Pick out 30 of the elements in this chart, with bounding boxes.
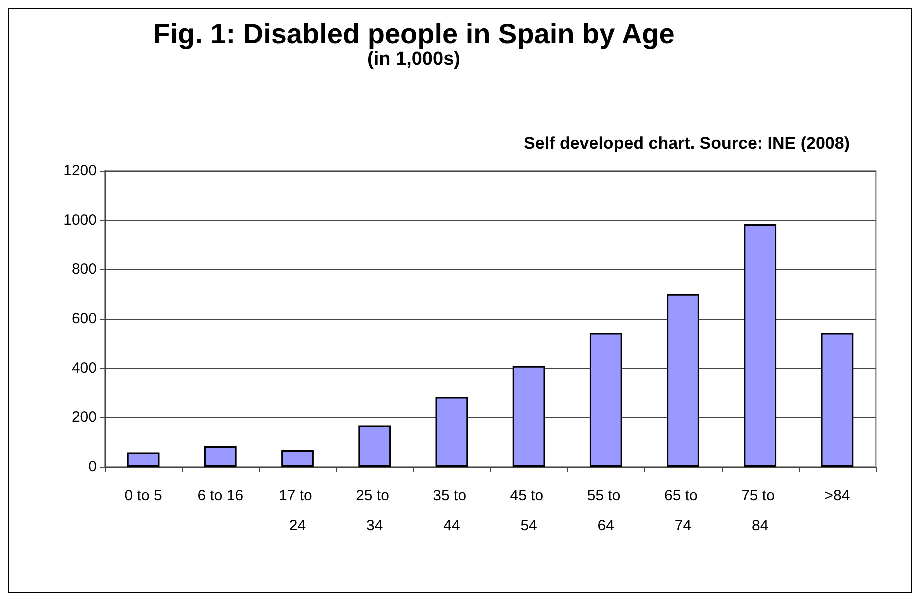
y-tick-label: 800	[72, 261, 97, 278]
x-tick-label: 75 to 84	[742, 488, 780, 534]
y-tick-label: 1000	[64, 212, 97, 229]
y-tick-label: 0	[88, 458, 97, 476]
bar	[512, 366, 546, 467]
bar	[744, 224, 777, 467]
chart-subtitle: (in 1,000s)	[368, 49, 460, 70]
x-tick-label: 45 to 54	[510, 488, 548, 534]
x-tick-label: 25 to 34	[356, 488, 394, 534]
bar	[358, 426, 392, 467]
bar	[667, 294, 700, 467]
y-tick-label: 400	[72, 360, 97, 377]
x-tick-label: 35 to 44	[433, 488, 471, 534]
bar	[436, 397, 468, 467]
y-tick-label: 600	[72, 310, 97, 328]
x-tick-label: 65 to 74	[664, 488, 702, 534]
bar	[127, 452, 160, 467]
text: Self developed chart. Source: INE (2008)	[524, 134, 850, 153]
y-tick-label: 200	[72, 409, 97, 426]
bar	[821, 333, 854, 467]
x-tick-label: >84	[824, 488, 850, 504]
x-tick-label: 0 to 5	[124, 488, 162, 504]
x-tick-label: 55 to 64	[587, 488, 625, 534]
bar	[282, 450, 314, 467]
bar	[204, 446, 237, 467]
bar	[590, 333, 622, 467]
y-tick-label: 1200	[64, 162, 97, 180]
chart-title: Fig. 1: Disabled people in Spain by Age	[153, 18, 675, 50]
x-tick-label: 6 to 16	[198, 488, 244, 504]
x-tick-label: 17 to 24	[278, 488, 317, 534]
